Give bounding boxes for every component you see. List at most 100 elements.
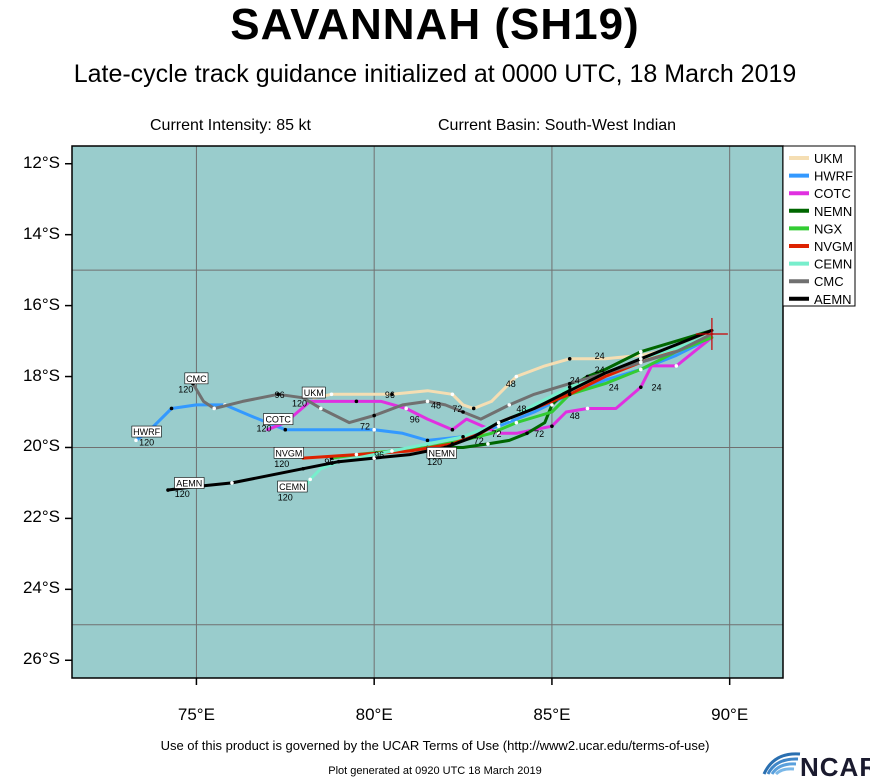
forecast-hour-label: 120 — [139, 438, 154, 448]
legend-label-ngx: NGX — [814, 221, 843, 236]
forecast-hour-label: 96 — [324, 457, 334, 467]
forecast-hour-label: 24 — [609, 383, 619, 393]
legend-label-nvgm: NVGM — [814, 239, 853, 254]
track-point — [496, 420, 501, 425]
forecast-hour-label: 48 — [506, 379, 516, 389]
track-hwrf — [134, 336, 714, 442]
model-name-label: AEMN — [176, 478, 202, 488]
legend-label-cemn: CEMN — [814, 257, 852, 272]
track-point — [639, 349, 643, 354]
model-name-label: UKM — [304, 388, 324, 398]
y-axis-label: 16°S — [22, 294, 60, 314]
track-point — [585, 406, 590, 411]
track-point — [507, 403, 512, 407]
track-cotc — [266, 336, 714, 435]
forecast-hour-label: 72 — [452, 404, 462, 414]
track-point — [567, 385, 572, 389]
track-point — [134, 438, 138, 443]
model-name-box — [131, 425, 162, 438]
forecast-hour-label: 48 — [570, 411, 580, 421]
forecast-hour-label: 72 — [474, 436, 484, 446]
track-point — [496, 424, 501, 428]
ncar-logo-text: NCAR — [800, 752, 870, 782]
forecast-hour-label: 120 — [256, 424, 271, 434]
page-subtitle: Late-cycle track guidance initialized at… — [73, 60, 797, 88]
model-name-box — [426, 447, 457, 459]
track-point — [372, 456, 376, 460]
forecast-hour-label: 24 — [651, 383, 661, 393]
track-point — [354, 452, 359, 457]
legend-label-hwrf: HWRF — [814, 169, 853, 184]
track-point — [471, 406, 476, 411]
legend-label-cmc: CMC — [814, 274, 844, 289]
model-name-label: CEMN — [279, 482, 306, 492]
track-point — [639, 367, 643, 372]
track-point — [276, 392, 280, 397]
track-point — [372, 427, 376, 432]
forecast-hour-label: 48 — [516, 404, 526, 414]
ocean-background — [72, 146, 783, 678]
model-name-label: NEMN — [428, 448, 455, 458]
track-point — [514, 374, 519, 379]
model-name-box — [301, 386, 326, 399]
y-axis-label: 26°S — [22, 649, 60, 669]
track-point — [450, 427, 455, 432]
track-point — [514, 420, 519, 425]
model-name-label: HWRF — [133, 427, 160, 437]
current-basin: Current Basin: South-West Indian — [438, 117, 677, 134]
track-point — [425, 399, 430, 404]
track-point — [166, 488, 170, 492]
y-axis-label: 12°S — [22, 152, 60, 172]
model-name-label: CMC — [186, 374, 207, 384]
track-point — [461, 435, 465, 439]
plot-border — [71, 145, 784, 679]
forecast-hour-label: 72 — [534, 429, 544, 439]
track-point — [461, 410, 465, 414]
track-point — [390, 449, 394, 453]
track-point — [674, 364, 679, 368]
track-point — [372, 413, 376, 418]
track-point — [567, 381, 572, 386]
track-point — [567, 388, 572, 393]
forecast-hour-label: 96 — [385, 390, 395, 400]
forecast-hour-label: 96 — [374, 450, 384, 460]
track-ukm — [312, 332, 714, 410]
track-point — [283, 427, 288, 432]
forecast-hour-label: 24 — [595, 365, 605, 375]
y-axis-label: 14°S — [22, 223, 60, 243]
page-title: SAVANNAH (SH19) — [230, 0, 640, 49]
forecast-hour-label: 48 — [431, 400, 441, 410]
x-axis-label: 85°E — [533, 705, 571, 724]
x-axis-label: 90°E — [711, 705, 749, 724]
x-axis-label: 80°E — [355, 705, 393, 724]
model-name-box — [263, 413, 294, 425]
forecast-hour-label: 120 — [292, 399, 307, 409]
ncar-logo-icon — [762, 752, 801, 776]
track-point — [329, 392, 334, 397]
y-axis-label: 22°S — [22, 507, 60, 527]
track-point — [301, 466, 305, 471]
forecast-hour-label: 96 — [275, 390, 285, 400]
forecast-hour-label: 96 — [410, 415, 420, 425]
track-point — [169, 406, 174, 411]
track-point — [639, 353, 643, 358]
track-point — [639, 360, 643, 365]
track-point — [308, 477, 312, 482]
forecast-hour-label: 120 — [274, 459, 289, 469]
track-point — [525, 431, 529, 436]
track-point — [496, 431, 501, 436]
model-name-box — [174, 477, 205, 489]
current-intensity: Current Intensity: 85 kt — [150, 117, 311, 134]
legend-label-ukm: UKM — [814, 151, 843, 166]
legend-label-aemn: AEMN — [814, 292, 852, 307]
track-point — [404, 406, 408, 411]
track-point — [425, 438, 430, 443]
model-name-box — [273, 447, 304, 459]
track-point — [212, 406, 216, 411]
forecast-hour-label: 24 — [570, 376, 580, 386]
model-name-label: NVGM — [275, 448, 302, 458]
legend-label-cotc: COTC — [814, 186, 851, 201]
forecast-hour-label: 72 — [491, 429, 501, 439]
forecast-hour-label: 24 — [595, 351, 605, 361]
